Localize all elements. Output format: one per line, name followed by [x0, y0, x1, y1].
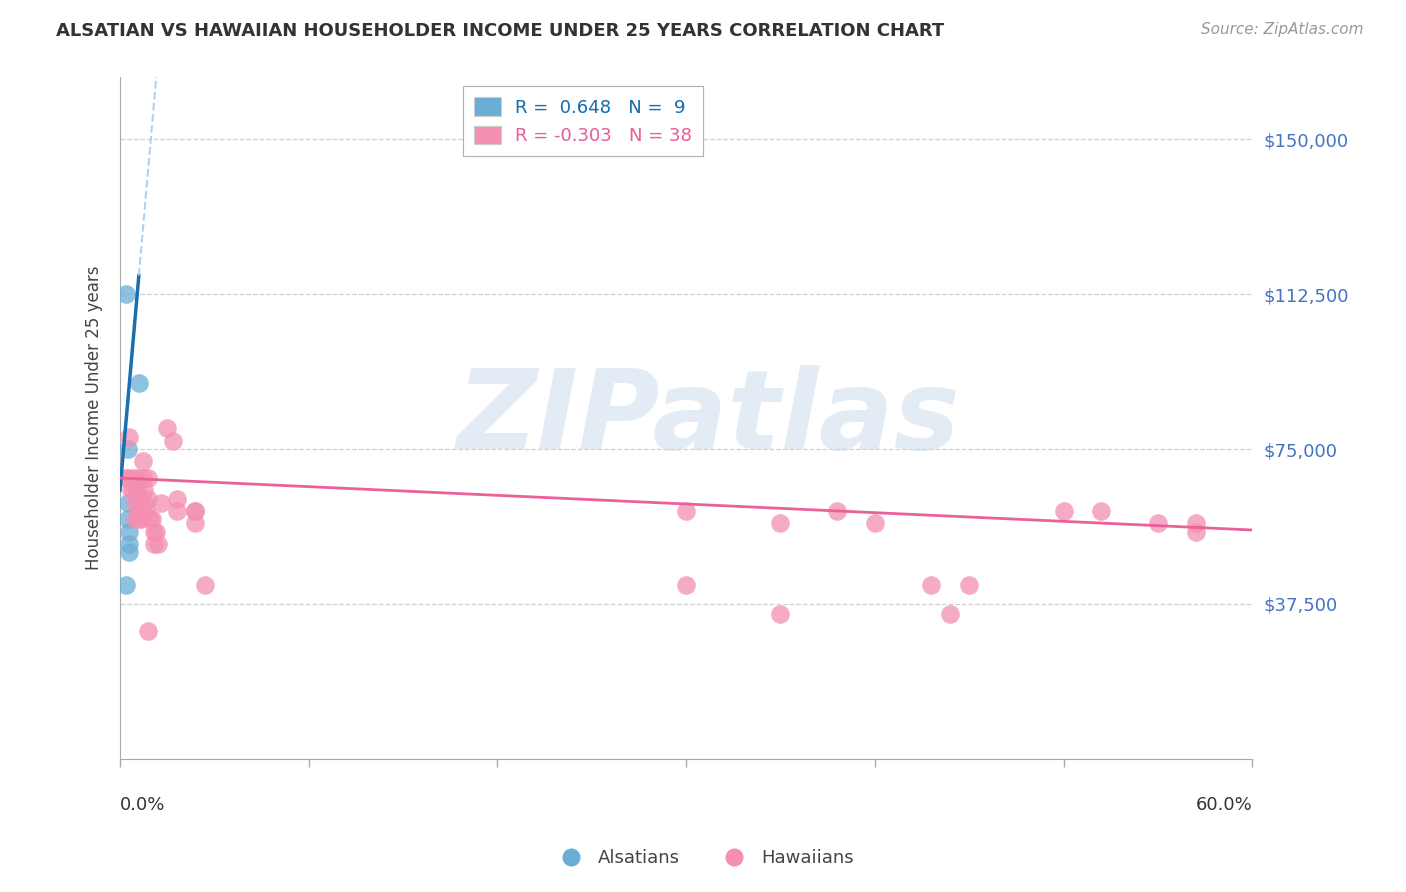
Point	[1184, 516, 1206, 531]
Point	[135, 504, 157, 518]
Point	[145, 524, 167, 539]
Point	[120, 483, 142, 498]
Point	[128, 491, 150, 506]
Point	[184, 516, 207, 531]
Text: 0.0%: 0.0%	[120, 797, 166, 814]
Point	[122, 483, 145, 498]
Point	[1090, 504, 1112, 518]
Point	[675, 504, 697, 518]
Legend: Alsatians, Hawaiians: Alsatians, Hawaiians	[546, 842, 860, 874]
Point	[118, 524, 141, 539]
Point	[117, 512, 139, 526]
Point	[156, 421, 179, 435]
Point	[146, 537, 169, 551]
Point	[769, 607, 792, 622]
Point	[117, 496, 139, 510]
Point	[675, 578, 697, 592]
Point	[920, 578, 942, 592]
Point	[194, 578, 217, 592]
Point	[1052, 504, 1074, 518]
Point	[125, 483, 148, 498]
Point	[142, 524, 165, 539]
Point	[131, 471, 153, 485]
Point	[166, 491, 188, 506]
Point	[134, 483, 156, 498]
Point	[118, 537, 141, 551]
Point	[142, 537, 165, 551]
Point	[136, 624, 159, 638]
Point	[184, 504, 207, 518]
Text: Source: ZipAtlas.com: Source: ZipAtlas.com	[1201, 22, 1364, 37]
Y-axis label: Householder Income Under 25 years: Householder Income Under 25 years	[86, 266, 103, 570]
Point	[131, 454, 153, 468]
Point	[825, 504, 848, 518]
Text: ALSATIAN VS HAWAIIAN HOUSEHOLDER INCOME UNDER 25 YEARS CORRELATION CHART: ALSATIAN VS HAWAIIAN HOUSEHOLDER INCOME …	[56, 22, 945, 40]
Legend: R =  0.648   N =  9, R = -0.303   N = 38: R = 0.648 N = 9, R = -0.303 N = 38	[463, 87, 703, 156]
Point	[769, 516, 792, 531]
Point	[124, 512, 146, 526]
Point	[114, 471, 136, 485]
Point	[162, 434, 184, 448]
Point	[184, 504, 207, 518]
Point	[128, 376, 150, 390]
Point	[150, 496, 173, 510]
Point	[114, 287, 136, 301]
Point	[118, 430, 141, 444]
Point	[134, 496, 156, 510]
Point	[129, 512, 152, 526]
Point	[957, 578, 980, 592]
Point	[1147, 516, 1170, 531]
Point	[136, 471, 159, 485]
Point	[118, 545, 141, 559]
Point	[114, 578, 136, 592]
Text: ZIPatlas: ZIPatlas	[457, 365, 960, 472]
Point	[117, 471, 139, 485]
Point	[939, 607, 962, 622]
Point	[136, 491, 159, 506]
Point	[122, 471, 145, 485]
Point	[1184, 524, 1206, 539]
Point	[117, 442, 139, 456]
Point	[125, 471, 148, 485]
Point	[166, 504, 188, 518]
Point	[128, 512, 150, 526]
Point	[124, 496, 146, 510]
Text: 60.0%: 60.0%	[1195, 797, 1253, 814]
Point	[139, 512, 162, 526]
Point	[128, 504, 150, 518]
Point	[141, 512, 163, 526]
Point	[863, 516, 886, 531]
